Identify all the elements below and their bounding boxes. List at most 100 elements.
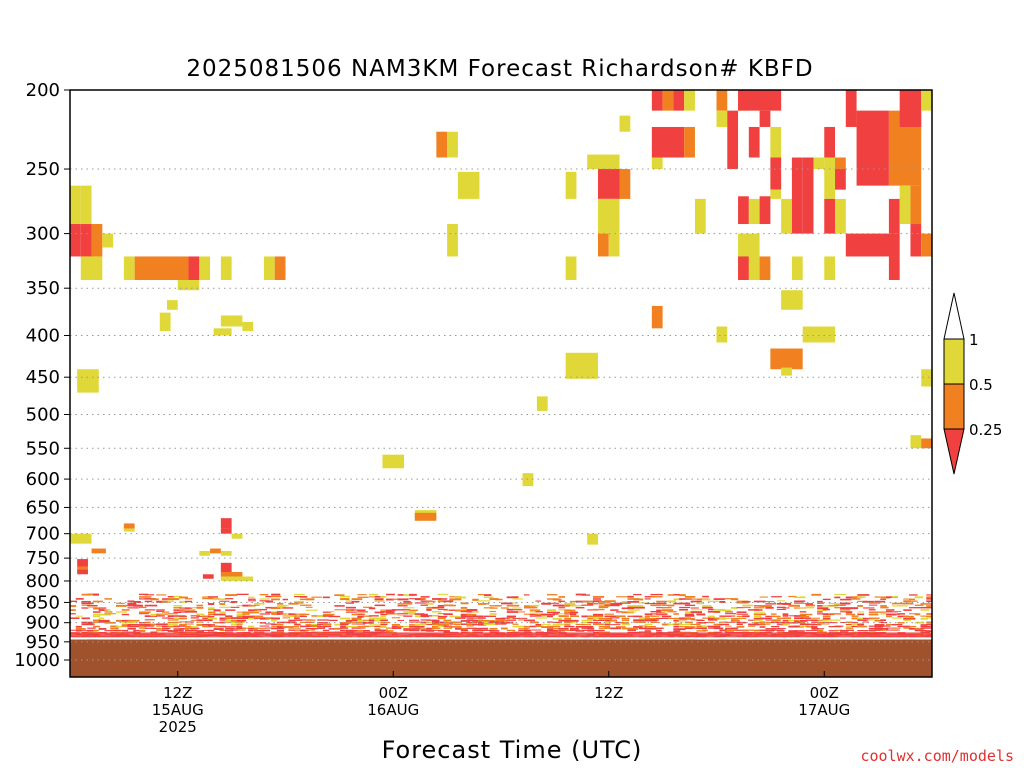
- sfc-cell: [391, 625, 401, 628]
- sfc-cell: [271, 613, 280, 615]
- sfc-cell: [736, 625, 745, 628]
- sfc-cell: [311, 628, 318, 630]
- sfc-cell: [684, 626, 696, 628]
- sfc-cell: [845, 626, 853, 628]
- sfc-cell: [679, 623, 692, 626]
- xtick-label-2-0: 12Z: [594, 684, 623, 702]
- sfc-cell: [409, 611, 416, 613]
- sfc-cell: [765, 605, 772, 607]
- sfc-cell: [650, 615, 660, 617]
- sfc-cell: [886, 623, 897, 626]
- sfc-cell: [874, 600, 886, 603]
- ri-cell-69: [781, 198, 792, 234]
- sfc-cell: [684, 604, 696, 606]
- sfc-cell: [776, 606, 786, 609]
- sfc-cell: [661, 611, 668, 613]
- sfc-cell: [179, 609, 191, 611]
- sfc-cell: [736, 615, 744, 618]
- sfc-cell: [920, 609, 930, 611]
- sfc-cell: [776, 631, 785, 634]
- sfc-cell: [317, 615, 327, 618]
- sfc-cell: [138, 630, 146, 632]
- ri-cell-32: [565, 256, 577, 281]
- sfc-cell: [115, 619, 123, 622]
- sfc-cell: [822, 619, 829, 622]
- sfc-cell: [248, 627, 259, 630]
- sfc-cell: [472, 611, 480, 613]
- sfc-cell: [276, 605, 287, 608]
- sfc-cell: [248, 629, 254, 632]
- sfc-cell: [432, 615, 441, 617]
- sfc-cell: [776, 600, 786, 602]
- sfc-cell: [707, 600, 719, 602]
- sfc-cell: [914, 621, 925, 624]
- sfc-cell: [225, 621, 237, 623]
- sfc-cell: [610, 609, 619, 611]
- sfc-cell: [121, 604, 129, 607]
- sfc-cell: [811, 617, 821, 619]
- ytick-label-850: 850: [26, 592, 60, 613]
- sfc-cell: [92, 629, 100, 632]
- sfc-cell: [719, 629, 728, 632]
- ri-cell-45: [662, 90, 674, 111]
- sfc-cell: [340, 617, 351, 620]
- sfc-cell: [592, 617, 603, 619]
- sfc-cell: [891, 610, 902, 613]
- ytick-label-900: 900: [26, 613, 60, 634]
- sfc-cell: [564, 602, 576, 605]
- sfc-cell: [156, 615, 165, 617]
- sfc-cell: [730, 617, 738, 620]
- sfc-cell: [696, 625, 708, 628]
- sfc-cell: [432, 625, 439, 628]
- sfc-cell: [426, 619, 437, 621]
- sfc-cell: [340, 625, 347, 628]
- sfc-cell: [437, 604, 445, 607]
- sfc-cell: [196, 604, 203, 607]
- sfc-cell: [891, 605, 902, 607]
- sfc-cell: [817, 631, 827, 634]
- sfc-cell: [156, 600, 168, 603]
- sfc-cell: [604, 617, 613, 620]
- sfc-cell: [115, 625, 123, 628]
- sfc-cell: [288, 626, 299, 628]
- sfc-cell: [294, 615, 305, 617]
- sfc-cell: [633, 606, 645, 609]
- sfc-cell: [472, 598, 479, 601]
- sfc-cell: [483, 602, 490, 605]
- sfc-cell: [271, 598, 280, 601]
- sfc-cell: [81, 604, 91, 606]
- sfc-cell: [460, 629, 469, 632]
- sfc-cell: [334, 609, 347, 611]
- sfc-cell: [822, 615, 831, 618]
- sfc-cell: [104, 609, 111, 611]
- sfc-cell: [817, 629, 824, 632]
- sfc-cell: [173, 621, 180, 623]
- sfc-cell: [753, 617, 765, 620]
- sfc-cell: [529, 615, 536, 617]
- sfc-cell: [644, 623, 653, 626]
- ri-cell-75: [824, 256, 836, 281]
- sfc-cell: [592, 613, 604, 616]
- sfc-cell: [173, 628, 185, 630]
- sfc-cell: [552, 604, 563, 607]
- sfc-cell: [564, 613, 574, 615]
- sfc-cell: [179, 615, 187, 617]
- sfc-cell: [75, 629, 82, 632]
- sfc-cell: [702, 605, 712, 607]
- sfc-cell: [736, 611, 747, 613]
- sfc-cell: [667, 604, 675, 607]
- sfc-cell: [87, 606, 98, 608]
- sfc-cell: [552, 627, 561, 629]
- sfc-cell: [891, 596, 898, 598]
- sfc-cell: [592, 603, 599, 605]
- ri-cell-71: [781, 290, 803, 310]
- ytick-label-250: 250: [26, 159, 60, 180]
- sfc-cell: [70, 613, 76, 615]
- sfc-cell: [633, 626, 643, 628]
- sfc-cell: [920, 603, 932, 605]
- sfc-cell: [460, 628, 470, 630]
- sfc-cell: [644, 598, 651, 600]
- sfc-cell: [771, 596, 782, 598]
- xtick-label-0-0: 12Z: [163, 684, 192, 702]
- sfc-cell: [765, 607, 774, 609]
